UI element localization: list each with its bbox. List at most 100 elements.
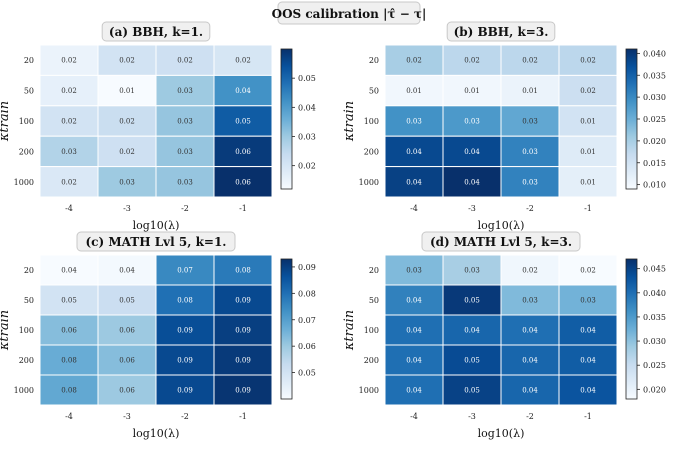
heatmap-cell-r1-c0 bbox=[39, 74, 99, 107]
heatmap-cell-r4-c3 bbox=[213, 166, 273, 198]
y-axis-label: κtrain bbox=[0, 101, 12, 142]
x-tick-label: -1 bbox=[239, 204, 247, 213]
cell-label-r0-c2: 0.07 bbox=[177, 267, 193, 275]
cell-label-r1-c0: 0.02 bbox=[61, 87, 77, 95]
cell-label-r1-c2: 0.08 bbox=[177, 297, 193, 305]
cell-label-r3-c2: 0.03 bbox=[522, 148, 538, 156]
heatmap-cell-r3-c1 bbox=[97, 135, 157, 168]
cell-label-r3-c3: 0.06 bbox=[235, 148, 251, 156]
heatmap-cell-r4-c3 bbox=[558, 374, 618, 406]
cell-label-r1-c0: 0.05 bbox=[61, 297, 77, 305]
cell-label-r3-c2: 0.04 bbox=[522, 357, 538, 365]
heatmap-cell-r2-c1 bbox=[97, 105, 157, 137]
x-axis-label: log10(λ) bbox=[478, 427, 525, 440]
heatmap-cell-r1-c1 bbox=[442, 74, 502, 107]
cell-label-r2-c2: 0.03 bbox=[177, 118, 193, 126]
cell-label-r2-c0: 0.02 bbox=[61, 118, 77, 126]
cell-label-r0-c0: 0.02 bbox=[406, 57, 422, 65]
colorbar-tick-label: 0.025 bbox=[643, 115, 666, 124]
x-tick-label: -2 bbox=[181, 412, 189, 421]
heatmap-cell-r0-c3 bbox=[558, 44, 618, 76]
colorbar-tick-label: 0.06 bbox=[298, 342, 316, 351]
heatmap-cell-r4-c1 bbox=[442, 166, 502, 198]
cell-label-r0-c2: 0.02 bbox=[522, 57, 538, 65]
colorbar-tick-label: 0.09 bbox=[298, 263, 316, 272]
heatmap-cell-r1-c1 bbox=[97, 284, 157, 316]
cell-label-r4-c0: 0.08 bbox=[61, 387, 77, 395]
heatmap-cell-r2-c0 bbox=[384, 314, 444, 346]
x-tick-label: -4 bbox=[65, 412, 73, 421]
cell-label-r3-c2: 0.03 bbox=[177, 148, 193, 156]
cell-label-r3-c1: 0.05 bbox=[464, 357, 480, 365]
cell-label-r0-c3: 0.02 bbox=[235, 57, 251, 65]
cell-label-r0-c1: 0.02 bbox=[464, 57, 480, 65]
cell-label-r3-c0: 0.04 bbox=[406, 148, 422, 156]
cell-label-r0-c0: 0.02 bbox=[61, 57, 77, 65]
heatmap-cell-r2-c3 bbox=[213, 105, 273, 137]
x-tick-label: -3 bbox=[468, 204, 476, 213]
heatmap-cell-r1-c1 bbox=[442, 284, 502, 316]
heatmap-cell-r2-c2 bbox=[500, 314, 560, 346]
x-tick-label: -2 bbox=[181, 204, 189, 213]
cell-label-r2-c2: 0.09 bbox=[177, 327, 193, 335]
cell-label-r0-c2: 0.02 bbox=[177, 57, 193, 65]
x-tick-label: -2 bbox=[526, 204, 534, 213]
cell-label-r3-c3: 0.04 bbox=[580, 357, 596, 365]
cell-label-r3-c3: 0.09 bbox=[235, 357, 251, 365]
cell-label-r4-c1: 0.06 bbox=[119, 387, 135, 395]
panel-d: (d) MATH Lvl 5, k=3. 0.03 0.03 0.02 0.02 0.04… bbox=[342, 231, 666, 440]
heatmap-cell-r3-c1 bbox=[442, 135, 502, 168]
heatmap-cell-r3-c3 bbox=[213, 135, 273, 168]
cell-label-r2-c1: 0.03 bbox=[464, 118, 480, 126]
cell-label-r1-c3: 0.04 bbox=[235, 87, 251, 95]
heatmap-cell-r4-c0 bbox=[384, 166, 444, 198]
y-tick-label: 100 bbox=[19, 326, 34, 335]
panel-title-b: (b) BBH, k=3. bbox=[454, 25, 549, 39]
cell-label-r2-c2: 0.04 bbox=[522, 327, 538, 335]
cell-label-r4-c1: 0.05 bbox=[464, 387, 480, 395]
cell-label-r3-c3: 0.01 bbox=[580, 148, 596, 156]
colorbar-tick-label: 0.030 bbox=[643, 337, 666, 346]
heatmap-cell-r0-c2 bbox=[155, 254, 215, 286]
cell-label-r0-c1: 0.03 bbox=[464, 267, 480, 275]
cell-label-r2-c0: 0.04 bbox=[406, 327, 422, 335]
heatmap-cell-r1-c0 bbox=[39, 284, 99, 316]
colorbar-tick-label: 0.08 bbox=[298, 289, 316, 298]
colorbar-tick-label: 0.030 bbox=[643, 93, 666, 102]
heatmap-cell-r4-c3 bbox=[213, 374, 273, 406]
y-tick-label: 1000 bbox=[14, 178, 34, 187]
cell-label-r4-c0: 0.04 bbox=[406, 387, 422, 395]
y-tick-label: 200 bbox=[364, 147, 379, 156]
cell-label-r2-c1: 0.06 bbox=[119, 327, 135, 335]
cell-label-r2-c0: 0.06 bbox=[61, 327, 77, 335]
heatmap-cell-r2-c2 bbox=[155, 314, 215, 346]
heatmap-cell-r4-c2 bbox=[155, 374, 215, 406]
x-tick-label: -3 bbox=[468, 412, 476, 421]
suptitle-box: OOS calibration |τ̂ − τ| bbox=[272, 1, 426, 25]
y-tick-label: 100 bbox=[364, 326, 379, 335]
cell-label-r2-c3: 0.01 bbox=[580, 118, 596, 126]
panel-title-d: (d) MATH Lvl 5, k=3. bbox=[430, 235, 572, 249]
panel-title-box bbox=[76, 231, 236, 252]
y-tick-label: 20 bbox=[24, 56, 34, 65]
cell-label-r4-c3: 0.01 bbox=[580, 178, 596, 186]
heatmap-cell-r3-c3 bbox=[213, 344, 273, 376]
heatmap-cell-r3-c2 bbox=[155, 344, 215, 376]
cell-label-r1-c2: 0.01 bbox=[522, 87, 538, 95]
y-axis-label: κtrain bbox=[342, 310, 357, 351]
panel-a: (a) BBH, k=1. 0.02 0.02 0.02 0.02 0.02 0.01 0.0… bbox=[0, 21, 316, 232]
cell-label-r4-c0: 0.04 bbox=[406, 178, 422, 186]
cell-label-r2-c1: 0.04 bbox=[464, 327, 480, 335]
cell-label-r4-c2: 0.03 bbox=[522, 178, 538, 186]
cell-label-r4-c2: 0.09 bbox=[177, 387, 193, 395]
colorbar-tick-label: 0.035 bbox=[643, 313, 666, 322]
cell-label-r3-c1: 0.06 bbox=[119, 357, 135, 365]
cell-label-r1-c3: 0.09 bbox=[235, 297, 251, 305]
x-tick-label: -1 bbox=[239, 412, 247, 421]
y-tick-label: 100 bbox=[364, 117, 379, 126]
colorbar-tick-label: 0.025 bbox=[643, 361, 666, 370]
colorbar-tick-label: 0.02 bbox=[298, 162, 316, 171]
cell-label-r3-c2: 0.09 bbox=[177, 357, 193, 365]
cell-label-r4-c3: 0.09 bbox=[235, 387, 251, 395]
y-tick-label: 50 bbox=[369, 87, 379, 96]
